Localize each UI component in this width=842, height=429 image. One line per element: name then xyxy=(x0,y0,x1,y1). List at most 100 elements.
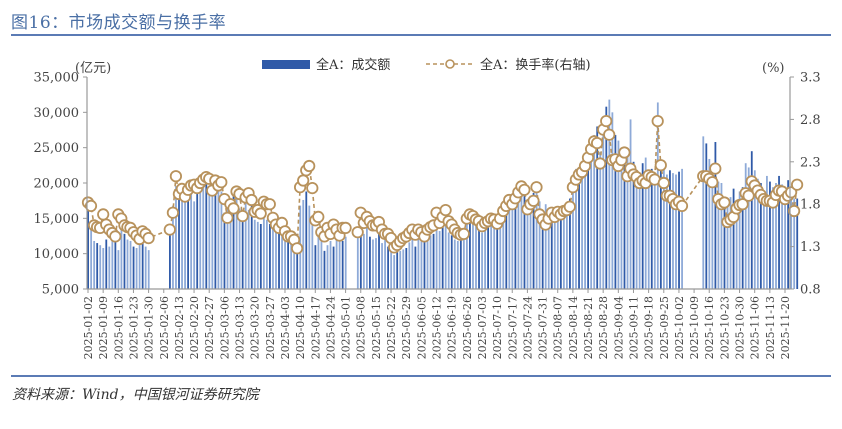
volume-bar xyxy=(178,193,180,289)
volume-bar xyxy=(329,240,332,289)
volume-bar xyxy=(193,201,196,289)
volume-bar xyxy=(487,222,490,289)
volume-bar xyxy=(293,240,296,289)
x-axis-tick-label: 2025-06-05 xyxy=(415,296,428,359)
volume-bar xyxy=(778,175,780,289)
volume-bar xyxy=(635,177,638,289)
volume-bar xyxy=(484,228,486,289)
volume-bar xyxy=(256,221,259,289)
volume-bar xyxy=(538,201,541,289)
volume-bar xyxy=(547,215,550,289)
volume-bar xyxy=(326,245,329,289)
volume-bar xyxy=(632,161,635,289)
footer-divider xyxy=(11,375,831,377)
turnover-rate-marker xyxy=(530,181,543,194)
volume-bar xyxy=(496,225,499,289)
turnover-rate-marker xyxy=(457,227,470,240)
volume-bar xyxy=(429,235,432,289)
x-axis-tick-label: 2025-05-08 xyxy=(355,296,368,359)
volume-bar xyxy=(190,191,193,289)
volume-bar xyxy=(462,239,465,289)
turnover-rate-marker xyxy=(675,199,689,212)
volume-bar xyxy=(199,181,202,289)
volume-bar xyxy=(102,248,105,289)
volume-bar xyxy=(629,119,632,290)
x-axis-tick-label: 2025-03-06 xyxy=(218,296,231,359)
x-axis-tick-label: 2025-05-29 xyxy=(400,296,413,359)
turnover-rate-marker xyxy=(736,198,749,211)
turnover-rate-marker xyxy=(290,242,304,255)
volume-bar xyxy=(717,181,720,289)
volume-bar xyxy=(541,211,544,289)
left-axis-tick-label: 30,000 xyxy=(34,106,80,121)
volume-bar xyxy=(641,163,644,289)
volume-bar xyxy=(666,174,668,289)
volume-bar xyxy=(478,219,480,289)
volume-bar xyxy=(214,179,217,289)
volume-bar xyxy=(466,221,468,289)
volume-bar xyxy=(266,219,268,289)
line-series xyxy=(81,115,804,255)
volume-bar xyxy=(308,205,311,289)
volume-bar xyxy=(459,236,462,289)
volume-bar xyxy=(275,231,277,289)
volume-bar xyxy=(105,239,108,289)
volume-bar xyxy=(272,226,274,289)
x-axis-tick-label: 2025-02-06 xyxy=(158,296,171,359)
volume-bar xyxy=(90,223,93,289)
left-axis-tick-label: 10,000 xyxy=(34,247,80,262)
volume-bar xyxy=(238,208,241,289)
volume-bar xyxy=(235,195,238,289)
turnover-rate-marker xyxy=(654,159,667,172)
turnover-rate-marker xyxy=(84,199,98,212)
volume-bar xyxy=(793,198,796,289)
volume-bar xyxy=(726,199,729,289)
x-axis-tick-label: 2025-07-10 xyxy=(491,296,504,359)
volume-bar xyxy=(511,208,514,289)
volume-bar xyxy=(499,216,502,289)
volume-bar xyxy=(220,191,223,289)
volume-bar xyxy=(269,223,271,289)
volume-bar xyxy=(287,238,290,289)
source-note: 资料来源：Wind，中国银河证券研究院 xyxy=(12,387,259,403)
x-axis-tick-label: 2025-04-03 xyxy=(279,296,292,359)
x-axis-tick-label: 2025-08-28 xyxy=(597,296,610,359)
turnover-rate-marker xyxy=(221,211,234,224)
volume-bar xyxy=(426,236,429,289)
volume-bar xyxy=(408,242,411,289)
volume-bar xyxy=(302,199,305,289)
volume-bar xyxy=(229,209,232,289)
volume-bar xyxy=(678,171,680,289)
volume-bar xyxy=(741,187,744,289)
volume-bar xyxy=(378,233,380,289)
chart-title: 图16：市场成交额与换手率 xyxy=(11,13,227,33)
x-axis-tick-label: 2025-06-12 xyxy=(431,296,444,359)
volume-bar xyxy=(262,216,265,289)
volume-bar xyxy=(414,246,417,289)
left-axis-tick-label: 5,000 xyxy=(42,283,79,298)
volume-bar xyxy=(111,228,114,289)
volume-bar xyxy=(366,226,368,289)
turnover-rate-marker xyxy=(706,176,719,189)
volume-bar xyxy=(99,245,102,289)
left-axis-tick-label: 20,000 xyxy=(34,177,80,192)
legend-label-turnover: 全A：成交额 xyxy=(316,57,390,73)
volume-bar xyxy=(520,184,523,289)
x-axis-tick-label: 2025-03-27 xyxy=(264,296,277,359)
volume-bar xyxy=(417,238,420,289)
volume-bar xyxy=(729,197,732,289)
volume-bar xyxy=(132,246,135,289)
volume-bar xyxy=(553,208,556,289)
volume-bar xyxy=(217,190,220,289)
volume-bar xyxy=(181,199,183,289)
volume-bar xyxy=(305,191,308,289)
turnover-rate-marker xyxy=(718,196,731,209)
left-axis-tick-label: 15,000 xyxy=(34,212,80,227)
x-axis-tick-label: 2025-09-25 xyxy=(658,296,671,359)
volume-bar xyxy=(566,204,568,289)
volume-bar xyxy=(623,149,626,289)
volume-bar xyxy=(669,170,671,289)
volume-bar xyxy=(172,205,174,289)
x-axis-tick-label: 2025-11-13 xyxy=(764,296,777,359)
volume-bar xyxy=(450,235,453,289)
